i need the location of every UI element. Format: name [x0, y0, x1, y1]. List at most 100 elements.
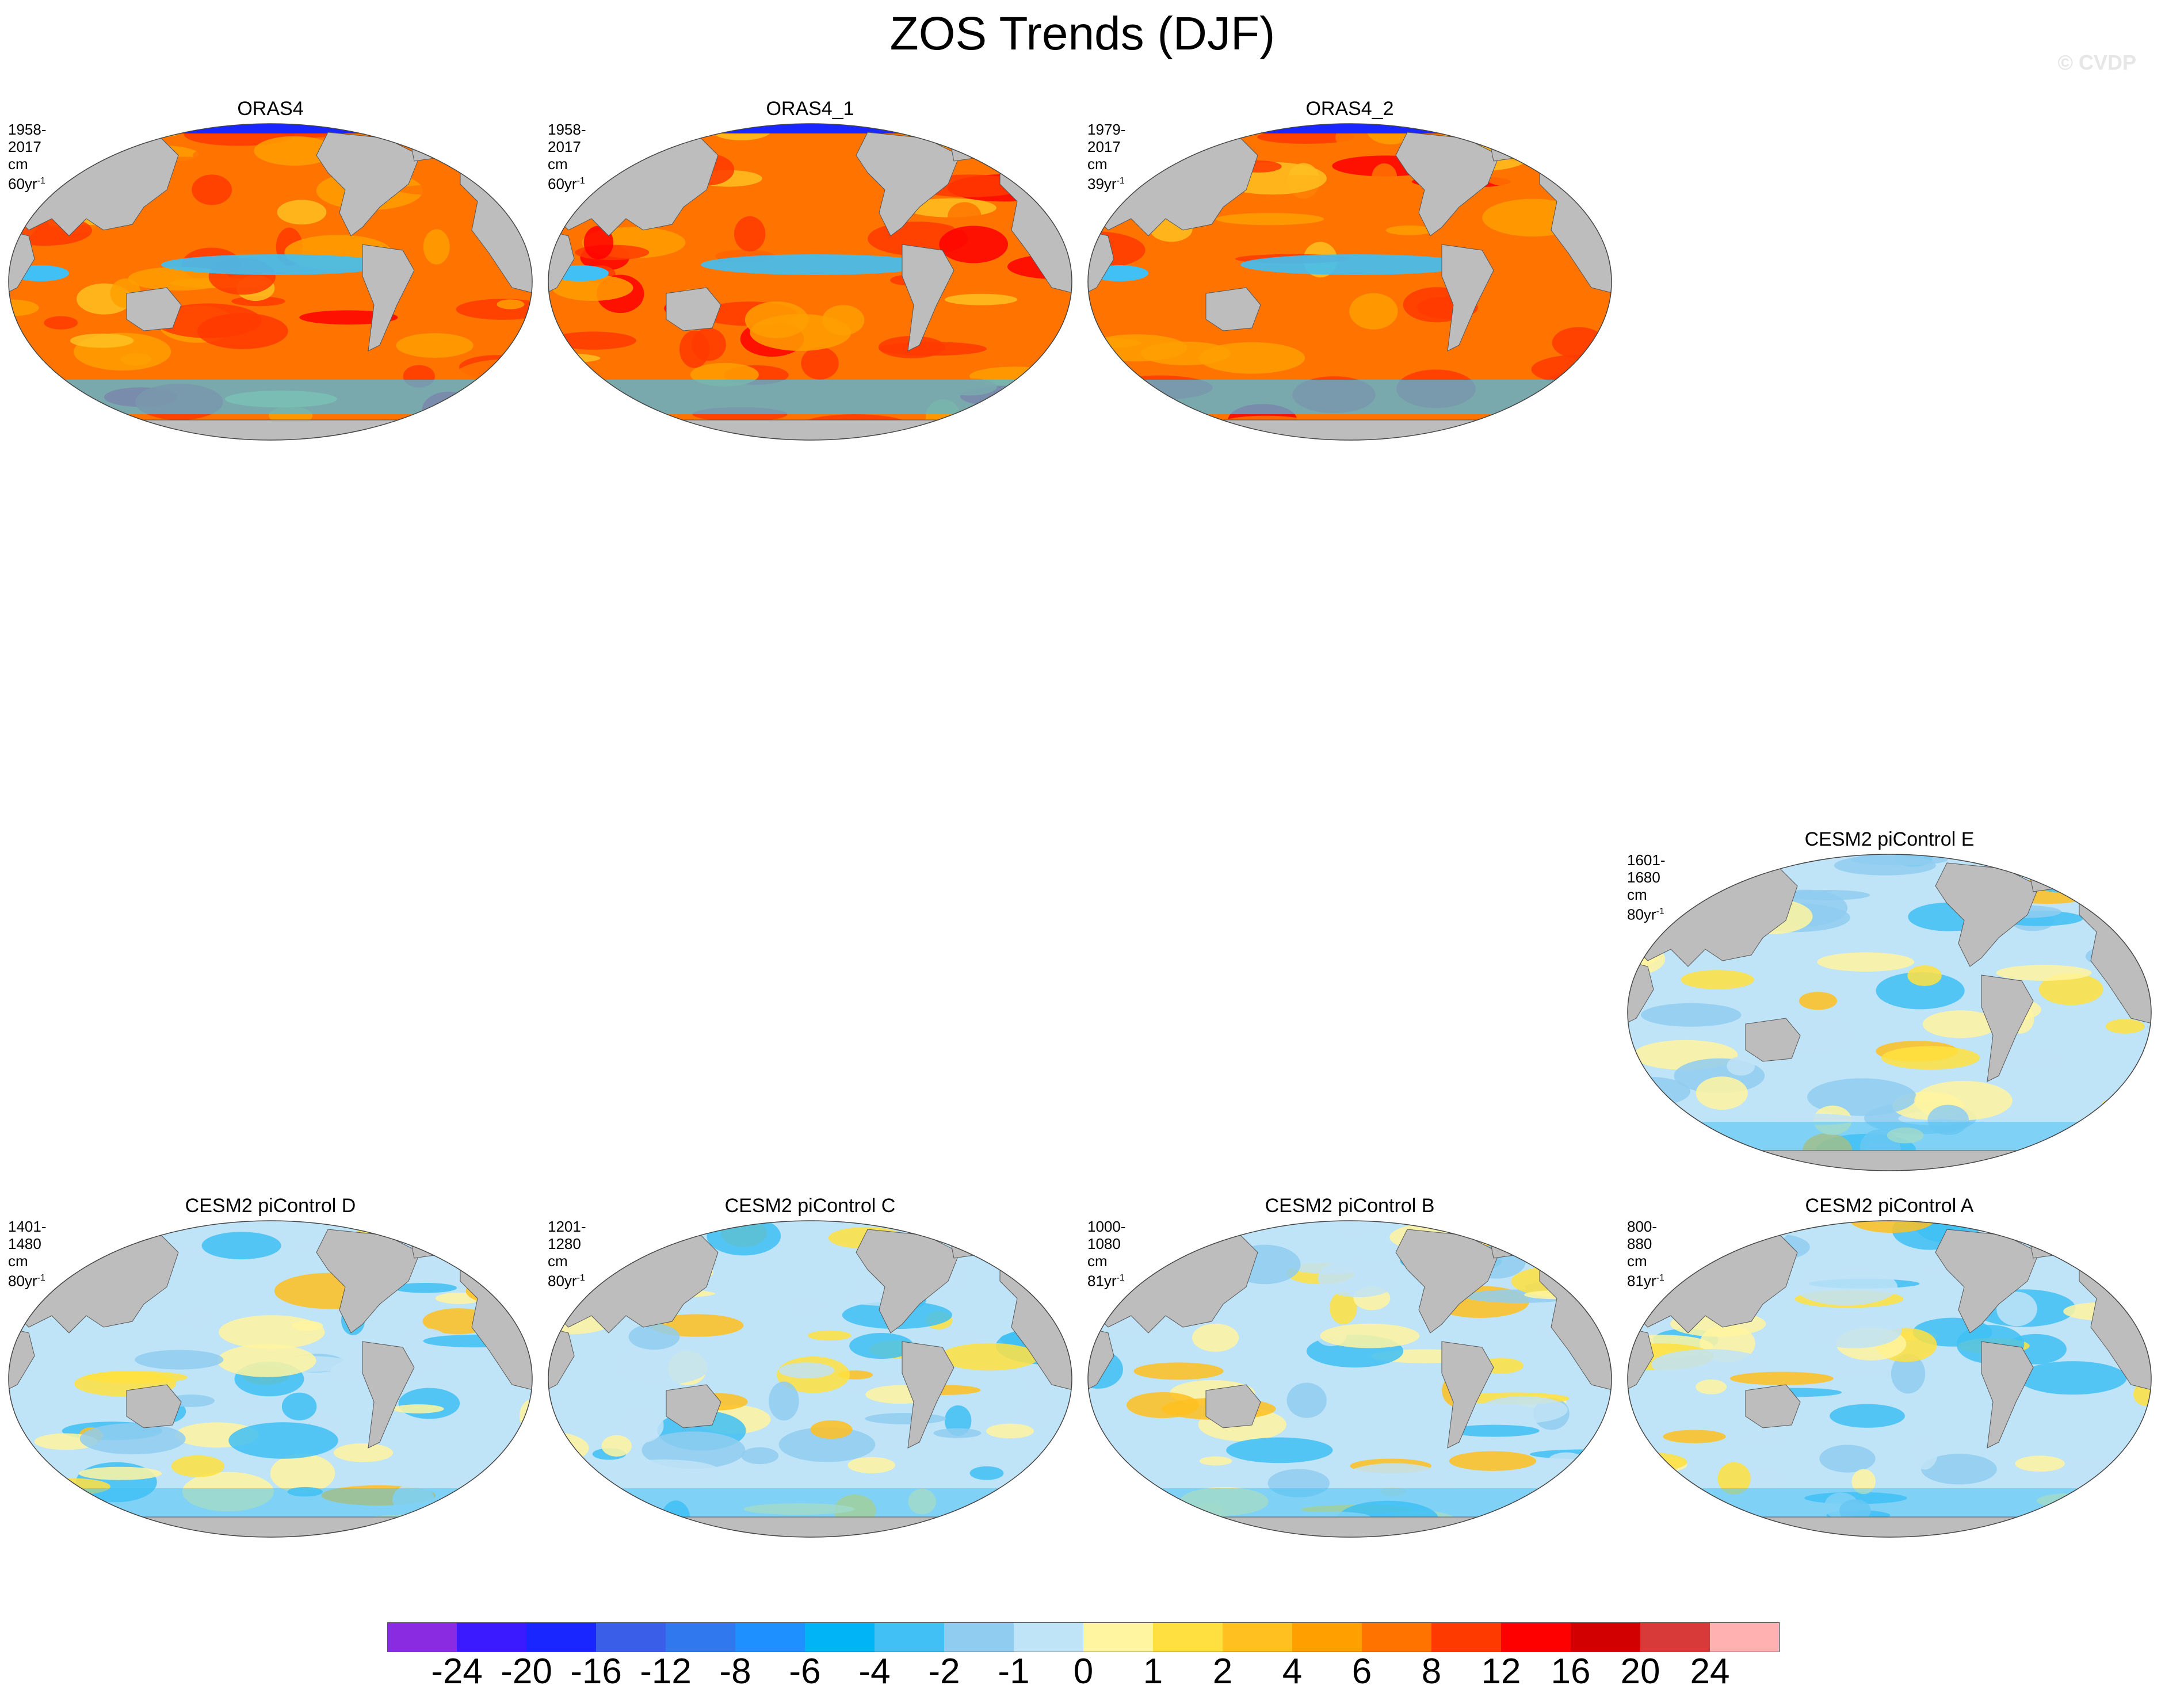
anomaly-blob [1557, 401, 1612, 419]
anomaly-blob [1126, 1392, 1199, 1419]
colorbar-swatch [944, 1622, 1014, 1652]
anomaly-blob [1729, 1371, 1834, 1385]
map-outline [1627, 854, 2152, 1171]
anomaly-blob [940, 1343, 1040, 1371]
panel-years: 1401-1480 [8, 1218, 47, 1252]
ocean-field [9, 124, 532, 440]
anomaly-blob [1696, 1379, 1727, 1394]
land-greenland [1487, 1229, 1523, 1259]
anomaly-blob [13, 1228, 72, 1243]
panel-units: cm 60yr [8, 155, 37, 193]
anomaly-blob [1088, 429, 1143, 440]
anomaly-blob [1435, 433, 1494, 440]
anomaly-blob [54, 1520, 132, 1531]
equatorial-band [1240, 254, 1471, 275]
panel-title: ORAS4 [237, 98, 304, 120]
panel-period: 1958-2017 cm 60yr-1 [8, 121, 47, 193]
anomaly-blob [1552, 327, 1606, 358]
equatorial-band [701, 254, 931, 275]
anomaly-blob [553, 420, 658, 440]
map-outline [8, 123, 533, 441]
anomaly-blob [961, 1248, 1071, 1258]
land-australia [1205, 1384, 1261, 1428]
land-australia [1745, 1384, 1801, 1428]
anomaly-blob [1817, 952, 1915, 972]
ocean-field [548, 1221, 1072, 1537]
anomaly-blob [479, 1221, 510, 1232]
anomaly-blob [9, 299, 39, 316]
anomaly-blob [621, 1407, 664, 1443]
anomaly-blob [865, 1413, 946, 1424]
anomaly-blob [634, 1221, 658, 1238]
anomaly-blob [1192, 1323, 1239, 1352]
land-south-america [362, 1341, 415, 1449]
anomaly-blob [1663, 1430, 1726, 1443]
anomaly-blob [396, 428, 464, 440]
anomaly-blob [1583, 1270, 1612, 1280]
anomaly-blob [552, 274, 633, 301]
land-antarctica [548, 1516, 1072, 1537]
anomaly-blob [1526, 1529, 1592, 1537]
anomaly-blob [628, 1324, 680, 1350]
anomaly-blob [986, 1423, 1034, 1439]
anomaly-blob [1256, 320, 1300, 338]
land-greenland [2027, 862, 2063, 892]
anomaly-blob [769, 1381, 799, 1421]
anomaly-blob [83, 1514, 145, 1527]
anomaly-blob [70, 333, 134, 348]
panel-period: 800-880 cm 81yr-1 [1627, 1218, 1664, 1290]
anomaly-blob [1819, 1445, 1876, 1473]
anomaly-blob [281, 1392, 317, 1421]
anomaly-blob [548, 411, 590, 429]
colorbar-tick-label: -20 [501, 1652, 552, 1691]
colorbar-swatch [1640, 1622, 1710, 1652]
land-south-america [1441, 1341, 1494, 1449]
anomaly-blob [175, 1309, 216, 1328]
anomaly-blob [1850, 854, 1948, 866]
panel-years: 1979-2017 [1087, 121, 1126, 155]
anomaly-blob [1651, 1349, 1766, 1380]
ocean-field [1628, 854, 2151, 1171]
anomaly-blob [849, 1332, 914, 1359]
southern-ocean-band [9, 1488, 532, 1517]
land-antarctica [9, 419, 532, 440]
anomaly-blob [40, 415, 100, 430]
anomaly-blob [1216, 213, 1324, 226]
anomaly-blob [1150, 242, 1190, 276]
land-australia [1745, 1018, 1801, 1062]
colorbar-tick-label: 16 [1551, 1652, 1591, 1691]
colorbar-swatch [666, 1622, 736, 1652]
anomaly-blob [2102, 1518, 2132, 1537]
anomaly-blob [436, 1506, 467, 1517]
colorbar-tick-label: -8 [719, 1652, 751, 1691]
anomaly-blob [1479, 1396, 1568, 1424]
panel-period: 1958-2017 cm 60yr-1 [548, 121, 586, 193]
panel-period: 1601-1680 cm 80yr-1 [1627, 851, 1666, 923]
anomaly-blob [1449, 1451, 1537, 1471]
anomaly-blob [1199, 1456, 1232, 1466]
anomaly-blob [801, 347, 839, 380]
colorbar-swatch [1014, 1622, 1084, 1652]
anomaly-blob [1851, 1469, 1876, 1495]
anomaly-blob [9, 150, 56, 165]
anomaly-blob [277, 200, 327, 225]
anomaly-blob [1330, 1291, 1357, 1325]
anomaly-blob [550, 331, 636, 350]
anomaly-blob [44, 316, 78, 330]
panel-title: ORAS4_1 [766, 98, 854, 120]
anomaly-blob [1151, 1221, 1237, 1229]
panel-period: 1201-1280 cm 80yr-1 [548, 1218, 586, 1290]
colorbar-swatch [1153, 1622, 1223, 1652]
panel-title: CESM2 piControl B [1265, 1195, 1435, 1217]
anomaly-blob [1226, 1437, 1333, 1464]
panel-units-exponent: -1 [576, 176, 585, 186]
anomaly-blob [1198, 342, 1305, 374]
world-map [548, 1220, 1072, 1538]
anomaly-blob [1257, 130, 1355, 144]
anomaly-blob [1385, 226, 1434, 235]
anomaly-blob [230, 1396, 285, 1413]
colorbar-swatch [1292, 1622, 1362, 1652]
panel-units: cm 60yr [548, 155, 577, 193]
panel-units: cm 81yr [1627, 1252, 1656, 1290]
anomaly-blob [79, 1423, 186, 1455]
